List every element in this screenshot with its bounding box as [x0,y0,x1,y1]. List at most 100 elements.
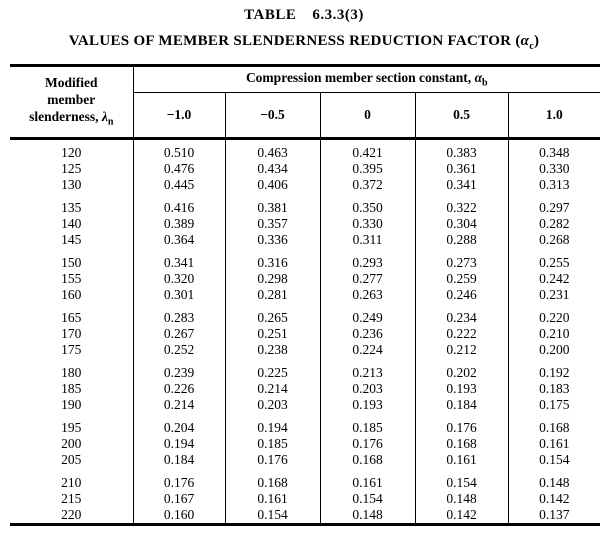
table-number-title: TABLE 6.3.3(3) [0,0,608,24]
cell-reduction-factor: 0.293 [319,248,415,271]
cell-reduction-factor: 0.320 [132,271,225,287]
row-slenderness-value: 220 [61,507,82,522]
cell-reduction-factor: 0.364 [132,232,225,248]
row-slenderness-value: 155 [61,271,82,286]
cell-reduction-factor: 0.239 [132,358,225,381]
row-slenderness-value: 210 [61,475,82,490]
cell-reduction-factor: 0.161 [224,491,320,507]
cell-reduction-factor: 0.304 [414,216,508,232]
alpha-b-subscript: b [482,77,488,89]
cell-reduction-factor: 0.445 [132,177,225,193]
cell-reduction-factor: 0.154 [507,452,601,468]
cell-reduction-factor: 0.313 [507,177,601,193]
cell-reduction-factor: 0.357 [224,216,320,232]
cell-reduction-factor: 0.246 [414,287,508,303]
cell-reduction-factor: 0.330 [319,216,415,232]
title-number: 6.3.3(3) [312,7,364,23]
cell-reduction-factor: 0.336 [224,232,320,248]
cell-reduction-factor: 0.184 [414,397,508,413]
table-row: 215 0.167 0.161 0.154 0.148 0.142 [10,491,601,507]
cell-reduction-factor: 0.185 [319,413,415,436]
cell-reduction-factor: 0.168 [507,413,601,436]
row-slenderness-value: 215 [61,491,82,506]
cell-reduction-factor: 0.255 [507,248,601,271]
row-slenderness-value: 200 [61,436,82,451]
column-header-neg-0-5: −0.5 [224,92,320,140]
cell-reduction-factor: 0.281 [224,287,320,303]
cell-reduction-factor: 0.316 [224,248,320,271]
cell-reduction-factor: 0.267 [132,326,225,342]
row-slenderness-value: 175 [61,342,82,357]
cell-reduction-factor: 0.160 [132,507,225,525]
lambda-symbol: λ [101,108,108,124]
cell-reduction-factor: 0.389 [132,216,225,232]
cell-reduction-factor: 0.154 [319,491,415,507]
cell-reduction-factor: 0.176 [224,452,320,468]
cell-reduction-factor: 0.154 [414,468,508,491]
alpha-c-symbol: α [520,33,530,49]
cell-reduction-factor: 0.283 [132,303,225,326]
cell-reduction-factor: 0.476 [132,161,225,177]
table-row: 125 0.476 0.434 0.395 0.361 0.330 [10,161,601,177]
cell-reduction-factor: 0.350 [319,193,415,216]
column-header-modified-slenderness: Modified member slenderness, λn [10,65,134,140]
row-slenderness-value: 170 [61,326,82,341]
left-header-line1: Modified [45,74,98,90]
row-slenderness-value: 130 [61,177,82,192]
cell-reduction-factor: 0.381 [224,193,320,216]
table-row: 170 0.267 0.251 0.236 0.222 0.210 [10,326,601,342]
cell-reduction-factor: 0.185 [224,436,320,452]
cell-reduction-factor: 0.510 [132,138,225,161]
alpha-b-symbol: α [474,70,483,86]
table-row: 210 0.176 0.168 0.161 0.154 0.148 [10,468,601,491]
table-row: 190 0.214 0.203 0.193 0.184 0.175 [10,397,601,413]
cell-reduction-factor: 0.214 [132,397,225,413]
cell-reduction-factor: 0.263 [319,287,415,303]
cell-reduction-factor: 0.167 [132,491,225,507]
row-slenderness-value: 195 [61,420,82,435]
column-header-0-5: 0.5 [414,92,508,140]
table-row: 130 0.445 0.406 0.372 0.341 0.313 [10,177,601,193]
cell-reduction-factor: 0.148 [414,491,508,507]
cell-reduction-factor: 0.168 [319,452,415,468]
row-slenderness-value: 120 [61,145,82,160]
table-row: 140 0.389 0.357 0.330 0.304 0.282 [10,216,601,232]
table-row: 185 0.226 0.214 0.203 0.193 0.183 [10,381,601,397]
row-slenderness-value: 205 [61,452,82,467]
cell-reduction-factor: 0.161 [319,468,415,491]
cell-reduction-factor: 0.242 [507,271,601,287]
cell-reduction-factor: 0.238 [224,342,320,358]
column-header-1-0: 1.0 [507,92,601,140]
cell-reduction-factor: 0.252 [132,342,225,358]
cell-reduction-factor: 0.183 [507,381,601,397]
cell-reduction-factor: 0.210 [507,326,601,342]
cell-reduction-factor: 0.311 [319,232,415,248]
cell-reduction-factor: 0.265 [224,303,320,326]
table-body: 120 0.510 0.463 0.421 0.383 0.348 125 0.476 0.43… [10,138,601,525]
row-slenderness-value: 180 [61,365,82,380]
table-row: 160 0.301 0.281 0.263 0.246 0.231 [10,287,601,303]
left-header-line2: member [47,91,96,107]
row-slenderness-value: 150 [61,255,82,270]
cell-reduction-factor: 0.212 [414,342,508,358]
cell-reduction-factor: 0.251 [224,326,320,342]
cell-reduction-factor: 0.225 [224,358,320,381]
row-slenderness-value: 140 [61,216,82,231]
page-subtitle: VALUES OF MEMBER SLENDERNESS REDUCTION F… [0,33,608,52]
cell-reduction-factor: 0.200 [507,342,601,358]
cell-reduction-factor: 0.273 [414,248,508,271]
cell-reduction-factor: 0.175 [507,397,601,413]
cell-reduction-factor: 0.348 [507,138,601,161]
cell-reduction-factor: 0.298 [224,271,320,287]
cell-reduction-factor: 0.168 [414,436,508,452]
cell-reduction-factor: 0.214 [224,381,320,397]
column-group-header-section-constant: Compression member section constant, αb [132,65,601,93]
cell-reduction-factor: 0.176 [414,413,508,436]
table-row: 205 0.184 0.176 0.168 0.161 0.154 [10,452,601,468]
cell-reduction-factor: 0.301 [132,287,225,303]
cell-reduction-factor: 0.161 [414,452,508,468]
table-row: 150 0.341 0.316 0.293 0.273 0.255 [10,248,601,271]
title-word: TABLE [244,7,297,23]
cell-reduction-factor: 0.288 [414,232,508,248]
table-row: 135 0.416 0.381 0.350 0.322 0.297 [10,193,601,216]
